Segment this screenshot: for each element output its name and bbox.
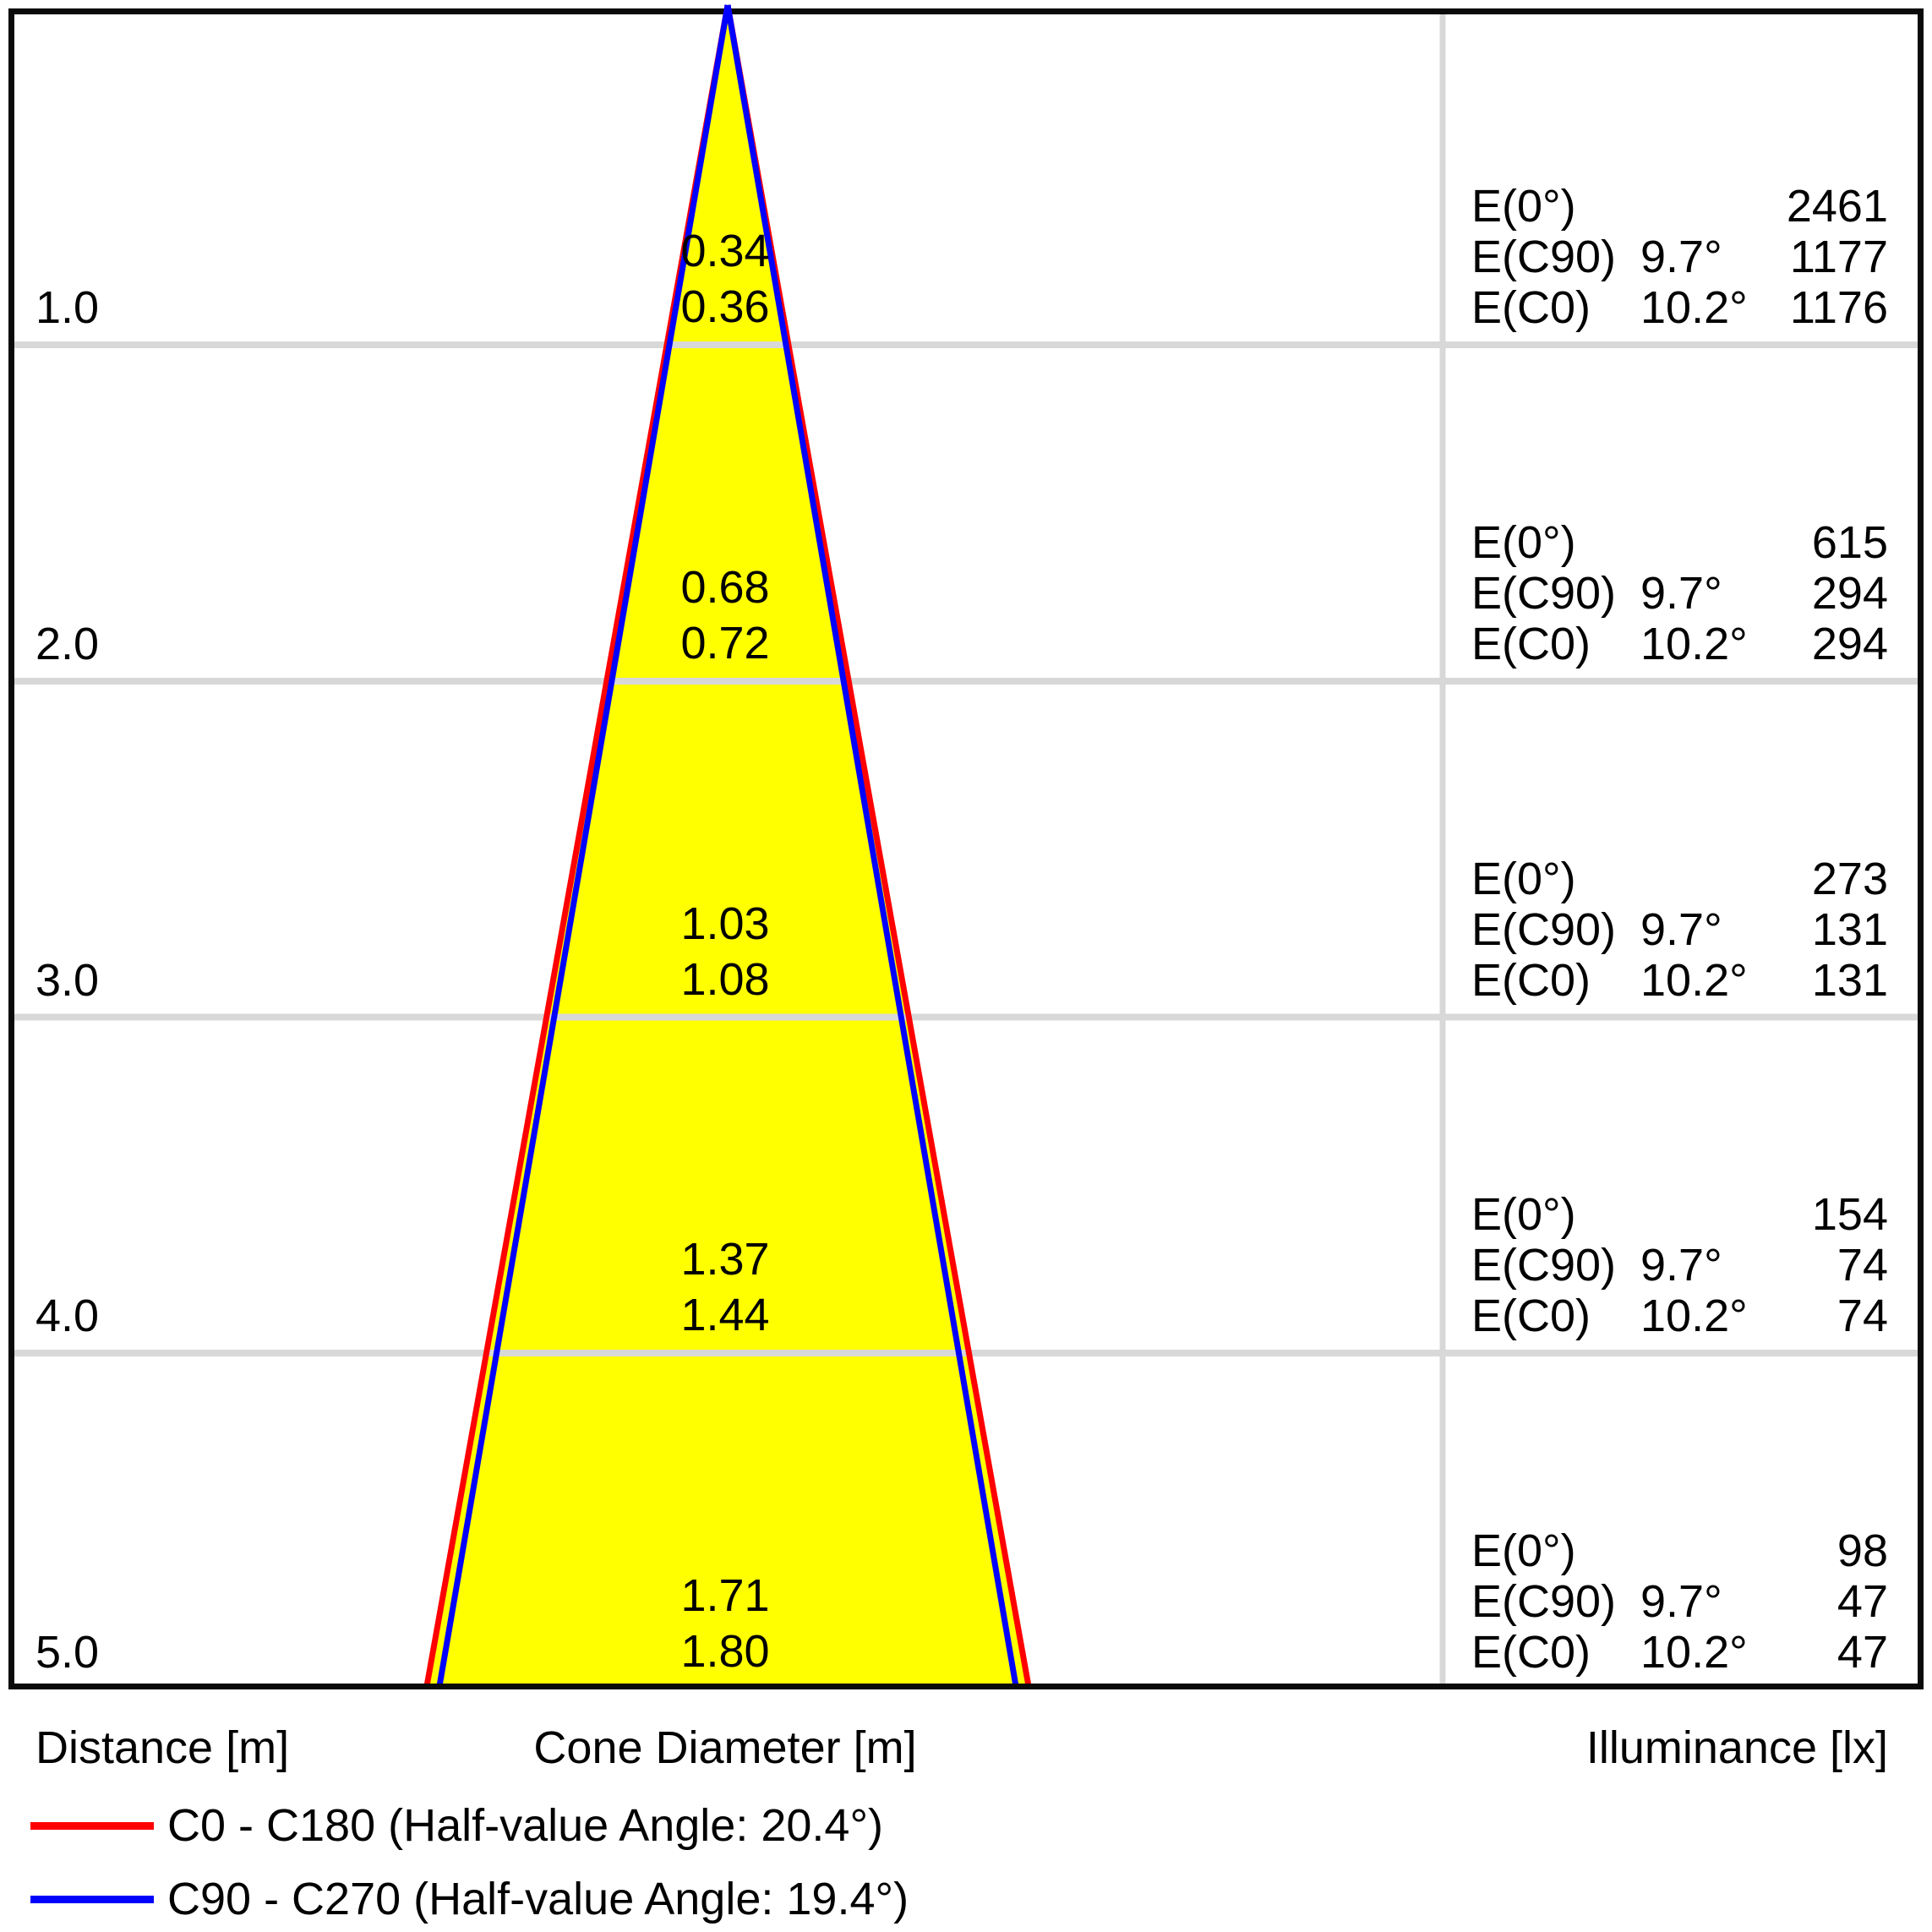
- ec0-angle: 10.2°: [1640, 1291, 1748, 1341]
- table-row: 1.0 0.34 0.36 E(0°) 2461 E(C90) 9.7° 117…: [0, 8, 1932, 345]
- ec90-label: E(C90): [1471, 1240, 1617, 1291]
- ec90-label: E(C90): [1471, 1576, 1617, 1627]
- ec90-value: 1177: [1789, 232, 1888, 282]
- e0-label: E(0°): [1471, 517, 1576, 568]
- ec90-angle: 9.7°: [1640, 904, 1722, 955]
- cone-diameter-c0: 1.44: [680, 1290, 770, 1340]
- distance-label: 2.0: [35, 619, 100, 669]
- ec90-angle: 9.7°: [1640, 1576, 1722, 1627]
- e0-label: E(0°): [1471, 1525, 1576, 1576]
- e0-angle-empty: [1640, 517, 1760, 568]
- distance-label: 5.0: [35, 1627, 100, 1678]
- ec0-label: E(C0): [1471, 1627, 1591, 1678]
- table-row: 2.0 0.68 0.72 E(0°) 615 E(C90) 9.7° 294 …: [0, 345, 1932, 681]
- illuminance-block: E(0°) 615 E(C90) 9.7° 294 E(C0) 10.2° 29…: [1471, 517, 1888, 669]
- e0-value: 273: [1811, 854, 1888, 904]
- distance-label: 1.0: [35, 282, 100, 333]
- illuminance-axis-title: Illuminance [lx]: [1585, 1722, 1888, 1773]
- illuminance-block: E(0°) 154 E(C90) 9.7° 74 E(C0) 10.2° 74: [1471, 1189, 1888, 1341]
- ec90-angle: 9.7°: [1640, 232, 1722, 282]
- ec90-value: 47: [1836, 1576, 1888, 1627]
- distance-label: 4.0: [35, 1291, 100, 1341]
- ec0-angle: 10.2°: [1640, 619, 1748, 669]
- cone-diameter-labels: 1.71 1.80: [680, 1568, 769, 1679]
- illuminance-block: E(0°) 98 E(C90) 9.7° 47 E(C0) 10.2° 47: [1471, 1525, 1888, 1678]
- cone-diameter-c0: 0.36: [680, 281, 770, 332]
- ec90-value: 131: [1811, 904, 1888, 955]
- ec90-value: 74: [1836, 1240, 1888, 1291]
- cone-diameter-labels: 1.37 1.44: [680, 1231, 769, 1343]
- ec0-label: E(C0): [1471, 1291, 1591, 1341]
- e0-value: 98: [1836, 1525, 1888, 1576]
- ec90-label: E(C90): [1471, 904, 1617, 955]
- table-row: 5.0 1.71 1.80 E(0°) 98 E(C90) 9.7° 47 E(…: [0, 1353, 1932, 1689]
- ec0-value: 74: [1836, 1291, 1888, 1341]
- cone-diameter-labels: 0.34 0.36: [680, 223, 769, 335]
- ec90-label: E(C90): [1471, 232, 1617, 282]
- legend-item-c0: C0 - C180 (Half-value Angle: 20.4°): [30, 1798, 883, 1853]
- cone-diameter-axis-title: Cone Diameter [m]: [533, 1722, 917, 1773]
- c90-line-swatch: [30, 1895, 154, 1903]
- e0-angle-empty: [1640, 854, 1760, 904]
- table-row: 3.0 1.03 1.08 E(0°) 273 E(C90) 9.7° 131 …: [0, 681, 1932, 1018]
- e0-label: E(0°): [1471, 181, 1576, 232]
- e0-angle-empty: [1640, 181, 1760, 232]
- ec0-value: 294: [1811, 619, 1888, 669]
- illuminance-block: E(0°) 273 E(C90) 9.7° 131 E(C0) 10.2° 13…: [1471, 854, 1888, 1006]
- e0-value: 615: [1811, 517, 1888, 568]
- cone-diameter-c90: 1.03: [680, 898, 770, 949]
- cone-diameter-c0: 1.80: [680, 1626, 770, 1677]
- ec0-angle: 10.2°: [1640, 955, 1748, 1006]
- cone-diameter-labels: 1.03 1.08: [680, 896, 769, 1007]
- e0-label: E(0°): [1471, 1189, 1576, 1240]
- ec0-label: E(C0): [1471, 619, 1591, 669]
- e0-value: 154: [1811, 1189, 1888, 1240]
- cone-diameter-labels: 0.68 0.72: [680, 559, 769, 671]
- ec0-angle: 10.2°: [1640, 1627, 1748, 1678]
- ec0-angle: 10.2°: [1640, 282, 1748, 333]
- ec90-angle: 9.7°: [1640, 1240, 1722, 1291]
- cone-diameter-c90: 0.68: [680, 562, 770, 613]
- e0-angle-empty: [1640, 1189, 1760, 1240]
- ec0-label: E(C0): [1471, 955, 1591, 1006]
- ec0-value: 1176: [1789, 282, 1888, 333]
- cone-diameter-c0: 1.08: [680, 954, 770, 1005]
- cone-diameter-c90: 1.37: [680, 1234, 770, 1285]
- ec90-angle: 9.7°: [1640, 568, 1722, 619]
- cone-diameter-c90: 0.34: [680, 226, 770, 276]
- legend-item-c90: C90 - C270 (Half-value Angle: 19.4°): [30, 1872, 909, 1926]
- legend-label-c0: C0 - C180 (Half-value Angle: 20.4°): [167, 1800, 884, 1851]
- distance-grid-lines: [14, 341, 1918, 1356]
- ec90-label: E(C90): [1471, 568, 1617, 619]
- ec0-value: 131: [1811, 955, 1888, 1006]
- cone-diameter-c0: 0.72: [680, 618, 770, 669]
- distance-axis-title: Distance [m]: [35, 1722, 290, 1773]
- distance-label: 3.0: [35, 955, 100, 1006]
- illuminance-block: E(0°) 2461 E(C90) 9.7° 1177 E(C0) 10.2° …: [1471, 181, 1888, 333]
- e0-label: E(0°): [1471, 854, 1576, 904]
- legend-label-c90: C90 - C270 (Half-value Angle: 19.4°): [167, 1874, 909, 1924]
- cone-fill: [427, 5, 1029, 1686]
- ec90-value: 294: [1811, 568, 1888, 619]
- table-row: 4.0 1.37 1.44 E(0°) 154 E(C90) 9.7° 74 E…: [0, 1017, 1932, 1353]
- e0-angle-empty: [1640, 1525, 1760, 1576]
- cone-diameter-c90: 1.71: [680, 1570, 770, 1621]
- c90-cone-outline: [436, 4, 1019, 1687]
- ec0-value: 47: [1836, 1627, 1888, 1678]
- e0-value: 2461: [1786, 181, 1888, 232]
- ec0-label: E(C0): [1471, 282, 1591, 333]
- c0-line-swatch: [30, 1821, 154, 1830]
